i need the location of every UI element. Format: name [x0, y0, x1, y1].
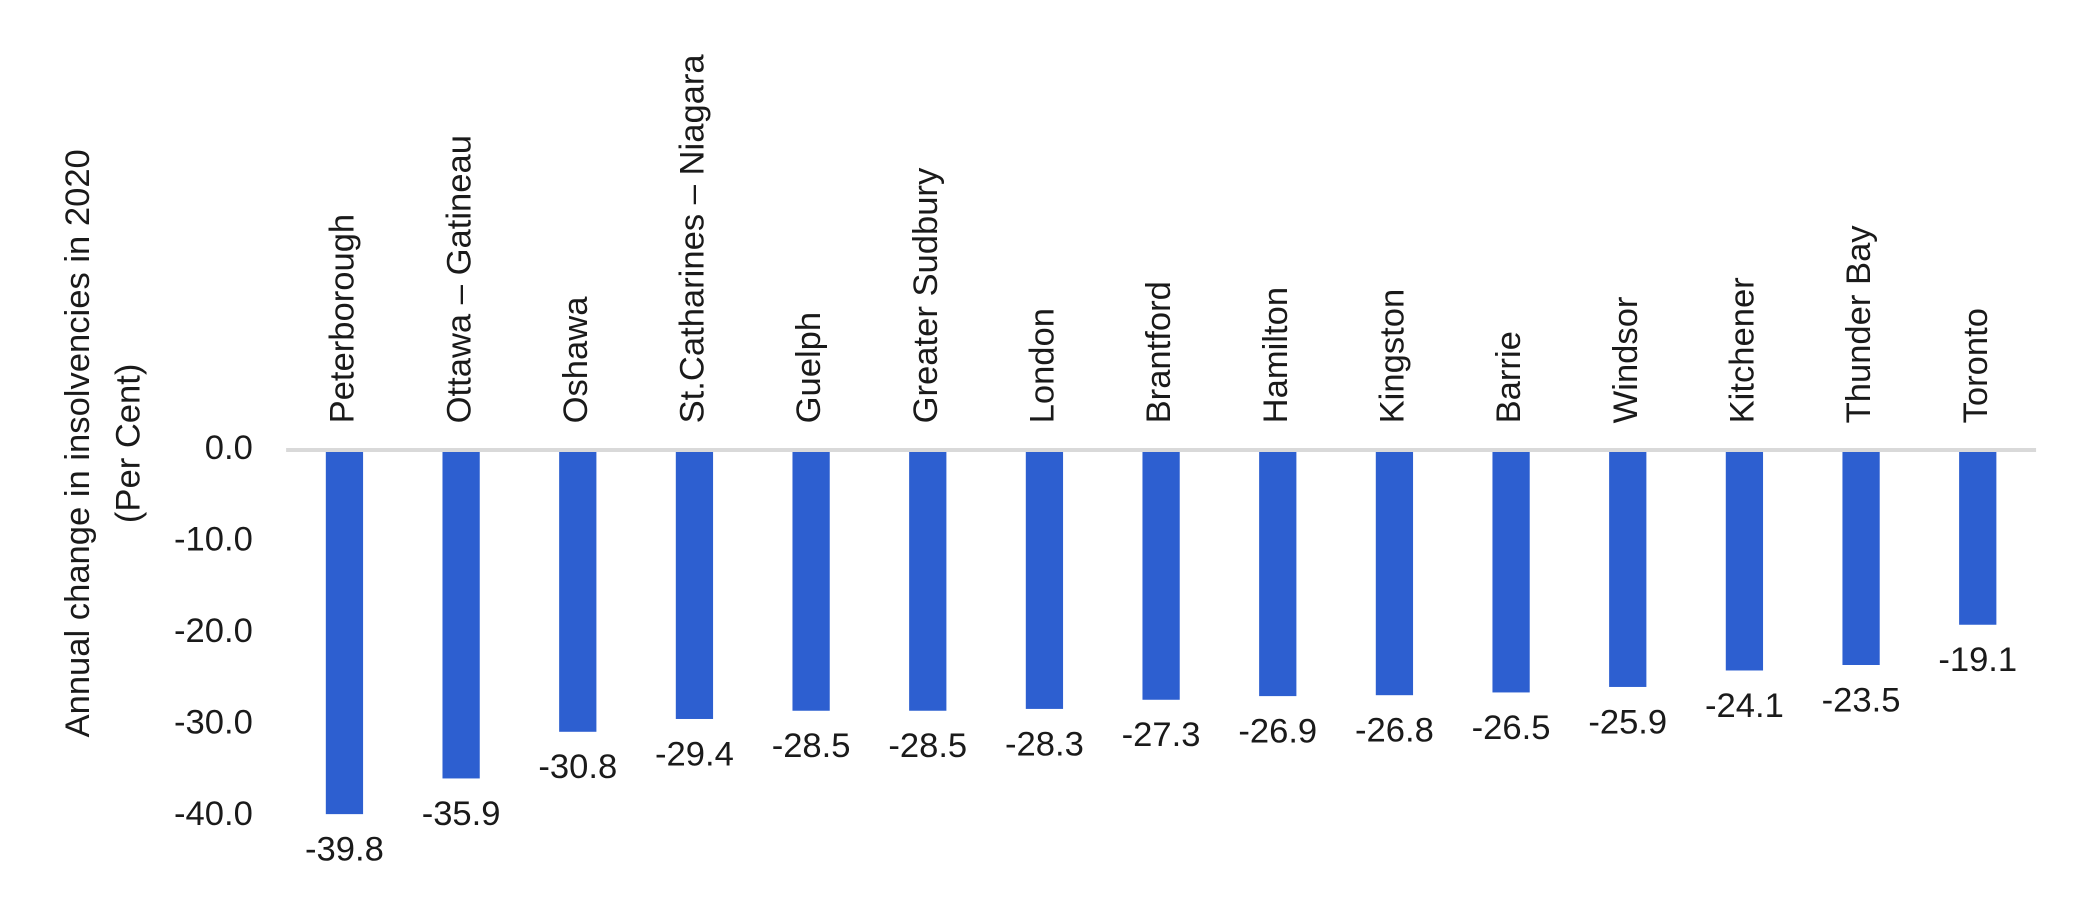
- y-tick-label: -30.0: [174, 704, 253, 742]
- y-tick-label: -10.0: [174, 521, 253, 559]
- bar: [559, 449, 597, 732]
- y-tick-label: -20.0: [174, 612, 253, 650]
- x-tick-label: Thunder Bay: [1840, 225, 1878, 424]
- y-axis-title-line: Annual change in insolvencies in 2020: [59, 149, 97, 737]
- y-axis-title-line: (Per Cent): [110, 364, 148, 523]
- x-tick-label: Peterborough: [324, 214, 362, 424]
- value-label: -29.4: [655, 735, 734, 773]
- value-label: -39.8: [305, 831, 384, 869]
- bar: [792, 449, 830, 711]
- bar: [1842, 449, 1880, 665]
- value-label: -28.5: [772, 727, 851, 765]
- bar: [1375, 449, 1414, 696]
- bar: [909, 449, 947, 711]
- x-tick-label: St.Catharines – Niagara: [674, 54, 712, 424]
- bar: [1492, 449, 1530, 693]
- value-label: -26.5: [1472, 709, 1551, 747]
- x-tick-label: Greater Sudbury: [907, 167, 945, 423]
- x-tick-label: Kingston: [1374, 289, 1412, 424]
- bar: [442, 449, 480, 779]
- value-label: -19.1: [1938, 641, 2017, 679]
- value-label: -27.3: [1122, 716, 1201, 754]
- bar: [1609, 449, 1647, 687]
- x-tick-label: Toronto: [1957, 308, 1995, 423]
- value-label: -23.5: [1822, 681, 1901, 719]
- y-tick-label: 0.0: [205, 429, 253, 467]
- bar: [675, 449, 714, 719]
- x-tick-label: Brantford: [1140, 281, 1178, 423]
- value-label: -28.3: [1005, 725, 1084, 763]
- x-tick-label: London: [1024, 308, 1062, 423]
- x-tick-label: Guelph: [790, 312, 828, 424]
- value-label: -35.9: [422, 795, 501, 833]
- x-tick-label: Hamilton: [1257, 287, 1295, 423]
- bar: [325, 449, 364, 815]
- value-label: -24.1: [1705, 687, 1784, 725]
- bar: [1025, 449, 1064, 709]
- bar: [1259, 449, 1297, 697]
- y-tick-label: -40.0: [174, 795, 253, 833]
- x-tick-label: Ottawa – Gatineau: [440, 135, 478, 423]
- value-label: -26.8: [1355, 712, 1434, 750]
- x-tick-label: Windsor: [1607, 297, 1645, 424]
- bar: [1959, 449, 1997, 625]
- bar: [1142, 449, 1180, 700]
- bar: [1725, 449, 1764, 671]
- x-tick-label: Oshawa: [557, 296, 595, 424]
- value-label: -26.9: [1238, 713, 1317, 751]
- y-axis-title: Annual change in insolvencies in 2020 (P…: [59, 149, 148, 737]
- value-label: -30.8: [538, 748, 617, 786]
- value-label: -25.9: [1588, 703, 1667, 741]
- value-label: -28.5: [888, 727, 967, 765]
- x-tick-label: Kitchener: [1724, 277, 1762, 423]
- x-tick-label: Barrie: [1490, 331, 1528, 423]
